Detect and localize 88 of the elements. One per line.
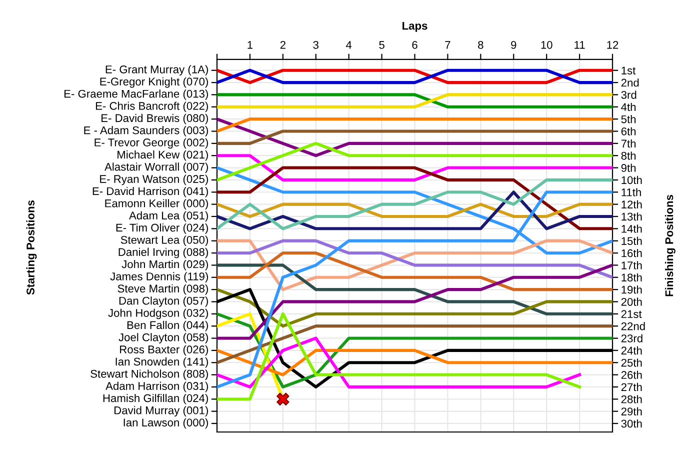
text: John Hodgson (032) [108, 308, 208, 320]
y-tick-label: 1st [622, 66, 636, 74]
text: Starting Positions [26, 200, 37, 295]
y-tick-label: 6th [621, 127, 636, 136]
y-tick-label: 17th [622, 261, 642, 270]
line-series [217, 251, 612, 292]
y-tick-label: 29th [621, 407, 642, 416]
y-tick-label: 21st [621, 310, 642, 318]
x-tick-label: 1 [248, 41, 253, 49]
y-tick-label: 28th [621, 395, 642, 404]
text: E- David Harrison (041) [92, 186, 208, 198]
text: Stewart Nicholson (808) [90, 370, 208, 380]
y-tick-label: 24th [621, 346, 642, 355]
y-tick-label: 3rd [621, 90, 636, 99]
line-series [217, 288, 612, 328]
y-tick-label: 23rd [621, 334, 642, 342]
y-tick-label: 19th [622, 286, 642, 294]
text: Ian Snowden (141) [116, 357, 208, 368]
x-tick-label: 2 [280, 41, 286, 49]
line-series [217, 166, 612, 230]
text: Eamonn Keiller (000) [105, 199, 208, 210]
x-tick-label: 5 [379, 41, 384, 49]
text: Ben Fallon (044) [127, 320, 208, 332]
y-tick-label: 13th [622, 212, 642, 221]
y-tick-label: 4th [621, 102, 636, 111]
line-series [217, 336, 582, 388]
line-series [217, 264, 612, 340]
text: Ross Baxter (026) [120, 345, 208, 356]
line-series [217, 324, 612, 364]
text: E- Grant Murray (1A) [106, 65, 208, 76]
y-axis-title: Finishing Positions [664, 194, 676, 296]
y-tick-label: 22nd [621, 322, 645, 330]
x-tick-label: 10 [541, 41, 552, 49]
text: Daniel Irving (088) [118, 248, 208, 258]
text: Adam Lea (051) [129, 211, 208, 222]
line-series [217, 142, 612, 182]
text: Alastair Worrall (007) [104, 162, 208, 173]
x-tick-label: 9 [511, 41, 516, 49]
line-series [217, 239, 612, 279]
text: Adam Harrison (031) [106, 382, 208, 392]
text: Michael Kew (021) [118, 150, 208, 161]
text: Joel Clayton (058) [118, 333, 208, 344]
y-tick-label: 5th [621, 115, 636, 124]
text: Stewart Lea (050) [120, 236, 208, 246]
text: Dan Clayton (057) [119, 296, 208, 307]
text: E- Tim Oliver (024) [116, 223, 208, 234]
x-tick-label: 12 [607, 41, 618, 49]
x-tick-label: 11 [574, 41, 585, 49]
text: Ian Lawson (000) [124, 418, 208, 429]
y-tick-label: 9th [621, 164, 636, 172]
y-tick-label: 8th [621, 152, 636, 160]
y-tick-label: 25th [621, 358, 642, 367]
line-series [217, 312, 582, 401]
y-tick-label: 16th [622, 248, 642, 258]
y-tick-label: 11th [622, 188, 641, 196]
x-tick-label: 7 [445, 41, 450, 49]
text: E - Adam Saunders (003) [84, 126, 208, 136]
text: E- Trevor George (002) [94, 138, 208, 149]
line-series [217, 178, 612, 230]
y-tick-label: 15th [622, 236, 642, 245]
line-series [217, 118, 612, 158]
text: John Martin (029) [122, 260, 208, 270]
line-series [217, 264, 612, 316]
text: David Murray (001) [114, 406, 208, 416]
x-tick-label: 3 [313, 41, 318, 49]
y-tick-label: 7th [621, 139, 636, 148]
text: E- Chris Bancroft (022) [96, 102, 208, 112]
x-axis-title: Laps [402, 22, 428, 32]
y-tick-label: 14th [622, 224, 642, 233]
text: E-Gregor Knight (070) [100, 77, 208, 88]
text: Steve Martin (098) [118, 284, 208, 295]
y-tick-label: 30th [621, 419, 642, 428]
text: James Dennis (119) [110, 272, 208, 283]
y-tick-label: 18th [622, 273, 642, 282]
x-tick-label: 8 [478, 41, 484, 49]
text: E- Graeme MacFarlane (013) [64, 90, 208, 100]
y-tick-label: 27th [621, 382, 642, 392]
x-tick-label: 6 [412, 41, 418, 49]
x-tick-label: 4 [346, 41, 352, 49]
y-tick-label: 26th [621, 370, 642, 379]
text: Hamish Gilfillan (024) [103, 394, 208, 404]
text: E- David Brewis (080) [102, 114, 208, 124]
text: E- Ryan Watson (025) [100, 174, 208, 186]
line-series [217, 239, 612, 292]
y-tick-label: 2nd [621, 78, 639, 87]
y-tick-label: 10th [622, 176, 642, 184]
y-tick-label: 12th [622, 200, 642, 208]
y-tick-label: 20th [621, 298, 642, 306]
